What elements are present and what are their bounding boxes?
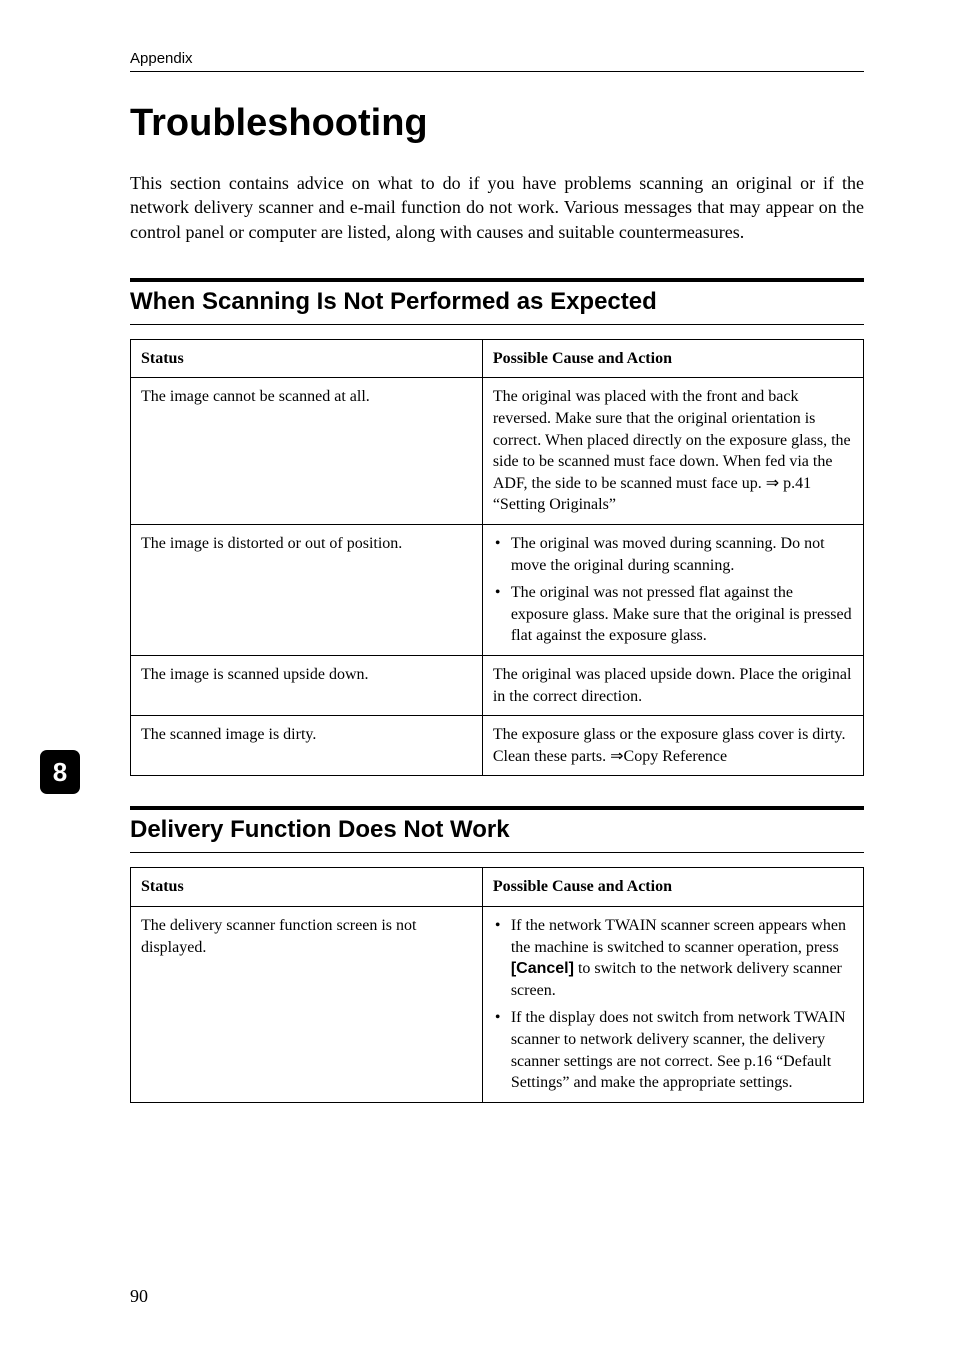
section-heading-wrap: When Scanning Is Not Performed as Expect… [130, 278, 864, 325]
running-head: Appendix [130, 50, 864, 72]
list-item: The original was moved during scanning. … [493, 533, 853, 576]
col-status: Status [131, 339, 483, 378]
status-cell: The image cannot be scanned at all. [131, 378, 483, 525]
table-row: The image cannot be scanned at all. The … [131, 378, 864, 525]
troubleshooting-table-2: Status Possible Cause and Action The del… [130, 867, 864, 1102]
action-cell: The original was placed with the front a… [482, 378, 863, 525]
table-row: The delivery scanner function screen is … [131, 906, 864, 1102]
table-row: The image is scanned upside down. The or… [131, 656, 864, 716]
table-header-row: Status Possible Cause and Action [131, 868, 864, 907]
page-number: 90 [130, 1286, 148, 1307]
page-title: Troubleshooting [130, 102, 864, 145]
status-cell: The delivery scanner function screen is … [131, 906, 483, 1102]
status-cell: The image is scanned upside down. [131, 656, 483, 716]
col-action: Possible Cause and Action [482, 868, 863, 907]
action-cell: The original was placed upside down. Pla… [482, 656, 863, 716]
bullet-list: If the network TWAIN scanner screen appe… [493, 915, 853, 1094]
page: Appendix Troubleshooting This section co… [0, 0, 954, 1351]
action-cell: The exposure glass or the exposure glass… [482, 716, 863, 776]
table-header-row: Status Possible Cause and Action [131, 339, 864, 378]
list-item: If the display does not switch from netw… [493, 1007, 853, 1093]
list-item: The original was not pressed flat agains… [493, 582, 853, 647]
bullet-list: The original was moved during scanning. … [493, 533, 853, 647]
section-heading: Delivery Function Does Not Work [130, 816, 864, 844]
col-status: Status [131, 868, 483, 907]
section-heading-wrap: Delivery Function Does Not Work [130, 806, 864, 853]
troubleshooting-table-1: Status Possible Cause and Action The ima… [130, 339, 864, 777]
section-heading: When Scanning Is Not Performed as Expect… [130, 288, 864, 316]
action-cell: If the network TWAIN scanner screen appe… [482, 906, 863, 1102]
cancel-key-label: [Cancel] [511, 960, 574, 977]
chapter-tab: 8 [40, 750, 80, 794]
status-cell: The scanned image is dirty. [131, 716, 483, 776]
col-action: Possible Cause and Action [482, 339, 863, 378]
status-cell: The image is distorted or out of positio… [131, 525, 483, 656]
action-cell: The original was moved during scanning. … [482, 525, 863, 656]
table-row: The scanned image is dirty. The exposure… [131, 716, 864, 776]
text-run: If the network TWAIN scanner screen appe… [511, 917, 846, 956]
list-item: If the network TWAIN scanner screen appe… [493, 915, 853, 1001]
intro-paragraph: This section contains advice on what to … [130, 171, 864, 244]
table-row: The image is distorted or out of positio… [131, 525, 864, 656]
